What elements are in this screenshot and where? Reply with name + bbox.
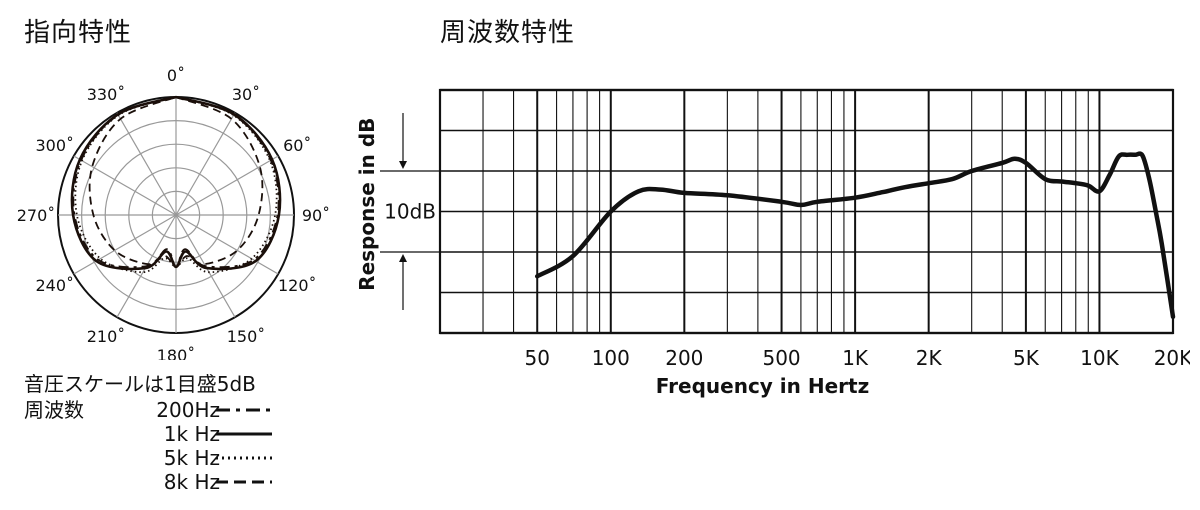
fr-x-tick-label: 100 — [592, 346, 630, 370]
scale-label: 10dB — [384, 200, 436, 224]
polar-series-dashed — [88, 96, 264, 268]
fr-x-tick-label: 20K — [1154, 346, 1190, 370]
polar-angle-label: 90˚ — [302, 206, 330, 225]
fr-y-axis-label: Response in dB — [355, 118, 379, 291]
polar-angle-label: 210˚ — [87, 327, 126, 346]
legend-label: 200Hz — [156, 398, 220, 422]
scale-arrowhead-up — [399, 254, 407, 262]
polar-legend: 音圧スケールは1目盛5dB 周波数 200Hz 1k Hz 5k Hz 8k H… — [24, 372, 324, 494]
scale-note: 音圧スケールは1目盛5dB — [24, 372, 256, 396]
polar-angle-label: 300˚ — [35, 136, 74, 155]
frequency-response-heading: 周波数特性 — [440, 18, 576, 48]
legend-label: 8k Hz — [163, 470, 220, 494]
legend-label: 1k Hz — [163, 422, 220, 446]
polar-angle-label: 270˚ — [17, 206, 56, 225]
fr-x-tick-label: 10K — [1080, 346, 1119, 370]
polar-angle-label: 60˚ — [283, 136, 311, 155]
polar-grid-spoke — [175, 214, 279, 275]
scale-arrowhead-down — [399, 161, 407, 169]
legend-title: 周波数 — [24, 398, 84, 422]
polar-angle-label: 0˚ — [167, 66, 185, 85]
frequency-response-chart: 50 100 200 500 1K 2K 5K 10K 20K Frequency in Hert… — [355, 88, 1190, 398]
polar-grid-spoke — [175, 155, 279, 216]
polar-pattern-heading: 指向特性 — [24, 18, 133, 48]
legend-swatch-dashed — [216, 480, 272, 484]
polar-angle-label: 150˚ — [227, 327, 266, 346]
polar-angle-label: 240˚ — [35, 276, 74, 295]
legend-row-1khz: 1k Hz — [24, 422, 324, 446]
fr-x-tick-label: 50 — [525, 346, 550, 370]
fr-x-tick-label: 200 — [665, 346, 703, 370]
legend-label: 5k Hz — [163, 446, 220, 470]
fr-x-tick-label: 500 — [762, 346, 800, 370]
polar-grid-spoke — [73, 155, 177, 216]
fr-x-axis-label: Frequency in Hertz — [656, 374, 869, 398]
fr-response-curve — [534, 151, 1176, 320]
polar-grid-spoke — [116, 112, 177, 216]
polar-angle-label: 330˚ — [87, 85, 126, 104]
legend-row-8khz: 8k Hz — [24, 470, 324, 494]
fr-plot-frame — [438, 88, 1175, 335]
polar-grid-spoke — [73, 214, 177, 275]
legend-swatch-solid — [216, 432, 272, 436]
legend-swatch-dash-dot — [216, 408, 272, 412]
polar-grid-spoke — [175, 112, 236, 216]
polar-pattern-chart: 0˚ 30˚ 60˚ 90˚ 120˚ 150˚ 180˚ 210˚ 240˚ 270˚ 300˚ 3… — [17, 66, 330, 360]
legend-row-5khz: 5k Hz — [24, 446, 324, 470]
legend-swatch-dotted — [216, 456, 272, 460]
fr-x-tick-label: 1K — [842, 346, 869, 370]
polar-angle-label: 30˚ — [232, 85, 260, 104]
legend-row-200hz: 周波数 200Hz — [24, 398, 324, 422]
polar-angle-label: 180˚ — [157, 346, 196, 360]
fr-x-tick-label: 5K — [1013, 346, 1040, 370]
fr-x-tick-label: 2K — [916, 346, 943, 370]
polar-angle-label: 120˚ — [278, 276, 317, 295]
